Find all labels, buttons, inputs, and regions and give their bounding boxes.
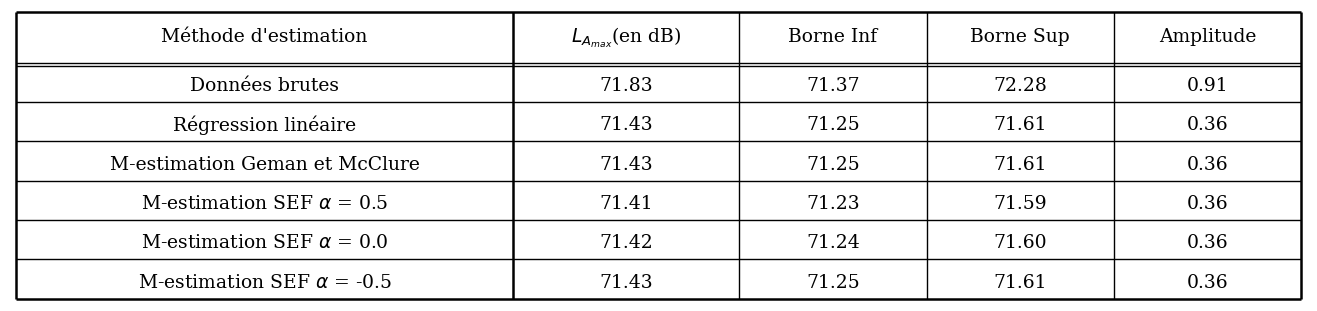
Text: 71.24: 71.24 <box>806 234 860 252</box>
Text: M-estimation SEF $\alpha$ = 0.0: M-estimation SEF $\alpha$ = 0.0 <box>141 234 389 252</box>
Text: 71.43: 71.43 <box>599 156 653 174</box>
Text: 71.61: 71.61 <box>993 274 1047 292</box>
Text: 0.36: 0.36 <box>1187 156 1229 174</box>
Text: 71.42: 71.42 <box>599 234 653 252</box>
Text: 71.25: 71.25 <box>806 156 860 174</box>
Text: 71.43: 71.43 <box>599 116 653 134</box>
Text: Amplitude: Amplitude <box>1159 29 1256 46</box>
Text: 0.91: 0.91 <box>1187 77 1229 95</box>
Text: 71.61: 71.61 <box>993 156 1047 174</box>
Text: 71.43: 71.43 <box>599 274 653 292</box>
Text: Borne Inf: Borne Inf <box>789 29 877 46</box>
Text: M-estimation SEF $\alpha$ = -0.5: M-estimation SEF $\alpha$ = -0.5 <box>137 274 391 292</box>
Text: M-estimation Geman et McClure: M-estimation Geman et McClure <box>109 156 419 174</box>
Text: 71.83: 71.83 <box>599 77 653 95</box>
Text: 71.25: 71.25 <box>806 116 860 134</box>
Text: 71.60: 71.60 <box>993 234 1047 252</box>
Text: 71.23: 71.23 <box>806 195 860 213</box>
Text: 0.36: 0.36 <box>1187 195 1229 213</box>
Text: 71.25: 71.25 <box>806 274 860 292</box>
Text: 71.59: 71.59 <box>993 195 1047 213</box>
Text: Méthode d'estimation: Méthode d'estimation <box>161 29 367 46</box>
Text: Borne Sup: Borne Sup <box>971 29 1071 46</box>
Text: Régression linéaire: Régression linéaire <box>173 115 356 135</box>
Text: 72.28: 72.28 <box>993 77 1047 95</box>
Text: 0.36: 0.36 <box>1187 116 1229 134</box>
Text: M-estimation SEF $\alpha$ = 0.5: M-estimation SEF $\alpha$ = 0.5 <box>141 195 389 213</box>
Text: 71.61: 71.61 <box>993 116 1047 134</box>
Text: 0.36: 0.36 <box>1187 234 1229 252</box>
Text: 71.41: 71.41 <box>599 195 653 213</box>
Text: 71.37: 71.37 <box>806 77 860 95</box>
Text: $L_{A_{max}}$(en dB): $L_{A_{max}}$(en dB) <box>572 25 681 50</box>
Text: 0.36: 0.36 <box>1187 274 1229 292</box>
Text: Données brutes: Données brutes <box>190 77 338 95</box>
